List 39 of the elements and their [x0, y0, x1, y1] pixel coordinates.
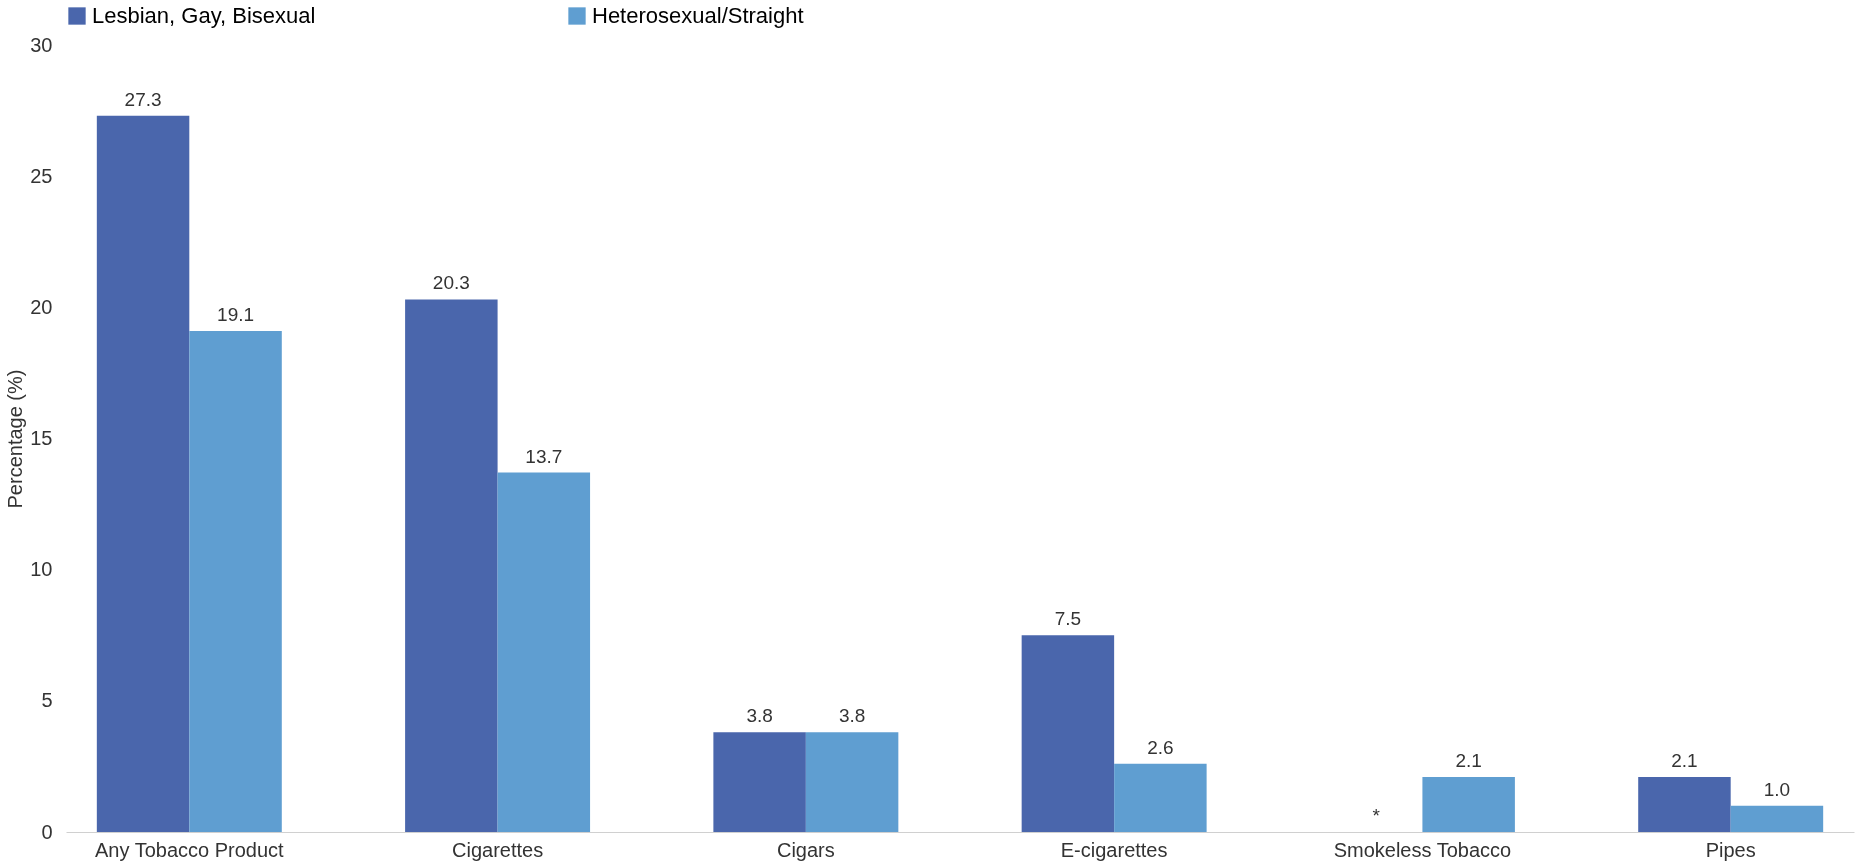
- data-label: 13.7: [525, 445, 563, 467]
- bar: [1422, 776, 1515, 832]
- y-tick-label: 30: [30, 33, 53, 56]
- data-label: 7.5: [1054, 608, 1082, 630]
- y-tick-label: 25: [30, 164, 53, 187]
- legend-label: Lesbian, Gay, Bisexual: [92, 3, 316, 28]
- y-tick-label: 5: [41, 689, 53, 712]
- y-tick-label: 20: [30, 295, 53, 318]
- x-tick-label: Cigarettes: [452, 838, 544, 861]
- data-label: 27.3: [124, 88, 162, 110]
- y-axis-title: Percentage (%): [4, 369, 27, 509]
- bar: [1638, 776, 1731, 832]
- data-label: 19.1: [217, 303, 255, 325]
- x-tick-label: Cigars: [776, 838, 835, 861]
- data-label: 1.0: [1763, 778, 1791, 800]
- bar: [96, 115, 190, 832]
- data-label: 2.1: [1671, 749, 1698, 771]
- bar: [189, 330, 282, 832]
- bar: [1021, 635, 1115, 832]
- y-tick-label: 15: [30, 427, 53, 449]
- x-tick-label: Any Tobacco Product: [94, 838, 285, 861]
- data-label: 20.3: [432, 272, 470, 294]
- x-tick-label: Smokeless Tobacco: [1333, 838, 1512, 861]
- y-tick-label: 0: [41, 820, 53, 843]
- bar: [1114, 763, 1207, 832]
- bar: [497, 472, 591, 832]
- text: *: [1372, 805, 1380, 826]
- legend-label: Heterosexual/Straight: [592, 3, 804, 28]
- data-label: 3.8: [746, 705, 773, 727]
- y-tick-label: 10: [30, 558, 53, 581]
- data-label: 2.1: [1455, 749, 1482, 771]
- data-label: 3.8: [838, 705, 866, 727]
- x-tick-label: Pipes: [1705, 838, 1756, 861]
- bar: [805, 732, 899, 832]
- bar: [405, 299, 498, 832]
- x-tick-label: E-cigarettes: [1060, 838, 1168, 861]
- bar: [713, 732, 806, 832]
- data-label: 2.6: [1147, 736, 1174, 758]
- bar: [1730, 805, 1824, 832]
